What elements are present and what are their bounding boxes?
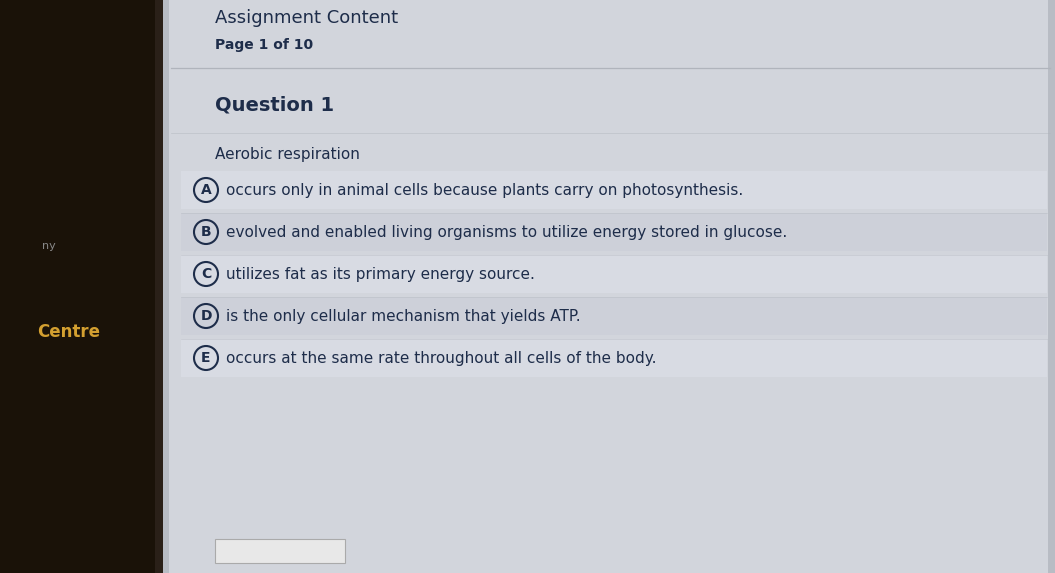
FancyBboxPatch shape [0, 0, 164, 573]
Text: Question 1: Question 1 [215, 96, 334, 115]
Text: A: A [200, 183, 211, 197]
Text: E: E [202, 351, 211, 365]
Text: Centre: Centre [37, 323, 100, 342]
FancyBboxPatch shape [164, 0, 1055, 573]
FancyBboxPatch shape [215, 539, 345, 563]
FancyBboxPatch shape [181, 213, 1047, 251]
FancyBboxPatch shape [181, 297, 1047, 335]
Text: Page 1 of 10: Page 1 of 10 [215, 38, 313, 52]
Text: evolved and enabled living organisms to utilize energy stored in glucose.: evolved and enabled living organisms to … [226, 225, 787, 240]
FancyBboxPatch shape [181, 171, 1047, 209]
Text: occurs at the same rate throughout all cells of the body.: occurs at the same rate throughout all c… [226, 351, 656, 366]
Text: utilizes fat as its primary energy source.: utilizes fat as its primary energy sourc… [226, 266, 535, 281]
Text: occurs only in animal cells because plants carry on photosynthesis.: occurs only in animal cells because plan… [226, 182, 744, 198]
Text: B: B [200, 225, 211, 239]
Text: is the only cellular mechanism that yields ATP.: is the only cellular mechanism that yiel… [226, 308, 580, 324]
FancyBboxPatch shape [181, 339, 1047, 377]
FancyBboxPatch shape [155, 0, 164, 573]
Text: C: C [200, 267, 211, 281]
FancyBboxPatch shape [1048, 0, 1055, 573]
FancyBboxPatch shape [181, 255, 1047, 293]
Text: Assignment Content: Assignment Content [215, 9, 398, 27]
Text: ny: ny [42, 241, 56, 252]
Text: D: D [200, 309, 212, 323]
FancyBboxPatch shape [164, 0, 169, 573]
Text: Aerobic respiration: Aerobic respiration [215, 147, 360, 163]
